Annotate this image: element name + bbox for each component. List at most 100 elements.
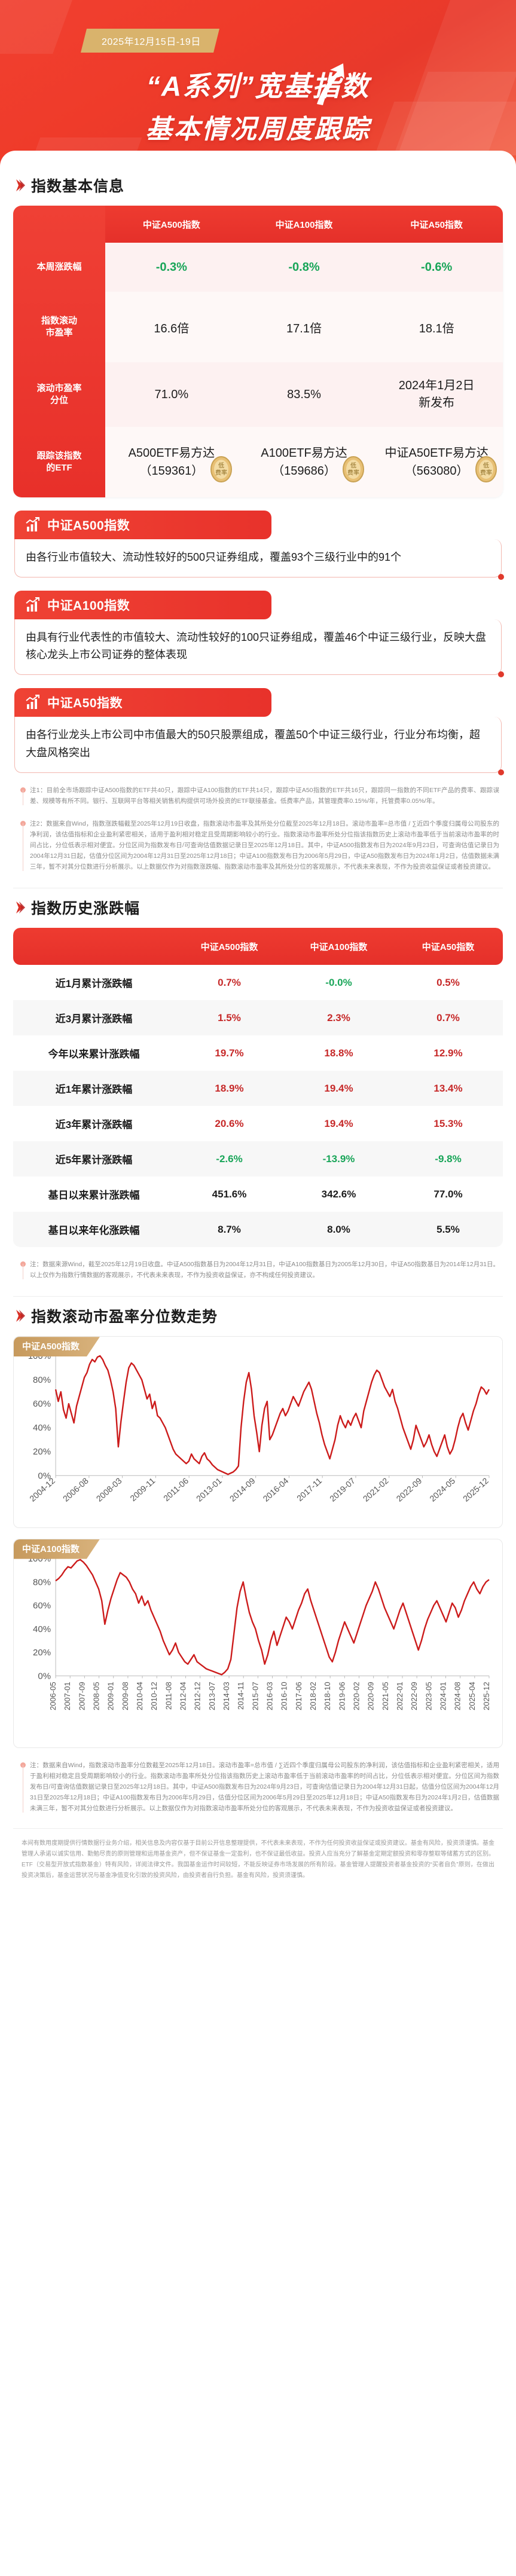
date-range-text: 2025年12月15日-19日: [102, 37, 201, 47]
value-a50: 77.0%: [433, 1188, 463, 1200]
table-row: 今年以来累计涨跌幅 19.7% 18.8% 12.9%: [13, 1035, 503, 1071]
note-basic-2: 注2：数据来自Wind，指数涨跌幅截至2025年12月19日收盘，指数滚动市盈率…: [20, 818, 499, 872]
history-returns-table: 中证A500指数 中证A100指数 中证A50指数 近1月累计涨跌幅 0.7% …: [13, 928, 503, 1248]
page-subtitle: 基本情况周度跟踪: [0, 108, 516, 146]
svg-text:2021-02: 2021-02: [361, 1476, 390, 1504]
etf-a100[interactable]: A100ETF易方达 （159686） 低 费率: [238, 444, 371, 482]
svg-text:2019-07: 2019-07: [328, 1476, 357, 1504]
pe-percentile-a500: 71.0%: [154, 387, 189, 401]
svg-text:2016-03: 2016-03: [265, 1682, 274, 1710]
content-sheet: 指数基本信息 本周涨跌幅 指数滚动 市盈率 滚动市盈率 分位: [0, 151, 516, 1899]
svg-text:2011-08: 2011-08: [164, 1682, 173, 1710]
svg-text:2020-09: 2020-09: [367, 1682, 375, 1710]
svg-text:低: 低: [483, 462, 489, 469]
table-row-etf: A500ETF易方达 （159361） 低 费率 A100ETF易方达 （159…: [105, 427, 503, 497]
svg-text:2017-11: 2017-11: [295, 1476, 323, 1504]
note-pe: 注：数据来自Wind，指数滚动市盈率分位数截至2025年12月18日。滚动市盈率…: [20, 1760, 499, 1814]
svg-text:40%: 40%: [33, 1423, 51, 1433]
weekly-change-a50: -0.6%: [421, 260, 453, 274]
table-header-row: 中证A500指数 中证A100指数 中证A50指数: [105, 206, 503, 243]
svg-text:2019-06: 2019-06: [337, 1682, 346, 1710]
index-card-desc: 由具有行业代表性的市值较大、流动性较好的100只证券组成，覆盖46个中证三级行业…: [14, 619, 504, 678]
table-row: 基日以来年化涨跌幅 8.7% 8.0% 5.5%: [13, 1212, 503, 1248]
chevron-right-icon: [16, 902, 25, 914]
column-header-a100: 中证A100指数: [275, 219, 333, 230]
section-header-basic-info: 指数基本信息: [16, 175, 503, 196]
svg-text:2007-01: 2007-01: [63, 1682, 72, 1710]
chevron-right-icon: [16, 1310, 25, 1322]
value-a50: 5.5%: [436, 1223, 460, 1235]
row-label-weekly-change: 本周涨跌幅: [36, 261, 82, 272]
svg-text:2022-01: 2022-01: [395, 1682, 404, 1710]
svg-text:2025-12: 2025-12: [461, 1476, 490, 1504]
svg-text:20%: 20%: [33, 1447, 51, 1457]
svg-text:2010-12: 2010-12: [149, 1682, 158, 1710]
svg-text:2024-08: 2024-08: [453, 1682, 462, 1710]
pe-percentile-a50: 2024年1月2日 新发布: [398, 379, 475, 410]
chart-growth-icon: [26, 597, 39, 612]
svg-text:2014-11: 2014-11: [236, 1682, 245, 1710]
row-label-tracking-etf: 跟踪该指数 的ETF: [36, 450, 82, 473]
value-a500: 0.7%: [218, 976, 241, 988]
svg-text:80%: 80%: [33, 1577, 51, 1587]
column-header-a500: 中证A500指数: [200, 942, 258, 952]
svg-text:2013-01: 2013-01: [194, 1476, 224, 1504]
table-row: 近1年累计涨跌幅 18.9% 19.4% 13.4%: [13, 1071, 503, 1107]
svg-text:2008-03: 2008-03: [94, 1476, 124, 1504]
svg-text:2014-09: 2014-09: [228, 1476, 257, 1504]
index-card-header: 中证A100指数: [14, 591, 271, 620]
column-header-a50: 中证A50指数: [422, 942, 475, 952]
chart-card-a500: 中证A500指数 0%20%40%60%80%100%2004-122006-0…: [13, 1336, 503, 1528]
weekly-change-a500: -0.3%: [155, 260, 187, 274]
value-a500: 451.6%: [212, 1188, 247, 1200]
pe-percentile-line-chart-a500: 0%20%40%60%80%100%2004-122006-082008-032…: [28, 1351, 490, 1504]
svg-text:2025-12: 2025-12: [482, 1682, 491, 1710]
value-a100: 19.4%: [324, 1082, 353, 1094]
column-header-a50: 中证A50指数: [410, 219, 463, 230]
pe-ratio-a500: 16.6倍: [154, 322, 190, 335]
chart-card-a100: 中证A100指数 0%20%40%60%80%100%2006-052007-0…: [13, 1538, 503, 1748]
row-label-pe-ratio: 指数滚动 市盈率: [41, 315, 77, 338]
arrow-up-icon: [317, 63, 344, 105]
svg-text:2006-05: 2006-05: [48, 1682, 57, 1710]
value-a100: 8.0%: [327, 1223, 350, 1235]
section-title: 指数基本信息: [31, 178, 125, 195]
etf-a500[interactable]: A500ETF易方达 （159361） 低 费率: [105, 444, 238, 482]
infographic-page: 2025年12月15日-19日 “A系列”宽基指数 基本情况周度跟踪 指数基本信…: [0, 0, 516, 1899]
low-fee-seal-icon: 低 费率: [343, 456, 365, 482]
row-label-pe-percentile: 滚动市盈率 分位: [36, 383, 82, 405]
svg-text:2015-07: 2015-07: [251, 1682, 259, 1710]
svg-text:低: 低: [218, 462, 224, 469]
value-a50: 0.5%: [436, 976, 460, 988]
column-header-a100: 中证A100指数: [310, 942, 368, 952]
svg-text:2008-05: 2008-05: [92, 1682, 101, 1710]
note-text: 注2：数据来自Wind，指数涨跌幅截至2025年12月19日收盘，指数滚动市盈率…: [30, 820, 499, 871]
section-header-history: 指数历史涨跌幅: [16, 897, 503, 918]
weekly-change-a100: -0.8%: [288, 260, 320, 274]
row-label: 近5年累计涨跌幅: [55, 1154, 133, 1166]
svg-text:0%: 0%: [38, 1471, 51, 1481]
row-label: 近3年累计涨跌幅: [55, 1119, 133, 1131]
svg-text:2009-08: 2009-08: [121, 1682, 130, 1710]
index-card-header: 中证A500指数: [14, 511, 271, 539]
note-basic-1: 注1：目前全市场跟踪中证A500指数的ETF共40只，跟踪中证A100指数的ET…: [20, 785, 499, 806]
low-fee-seal-icon: 低 费率: [210, 456, 232, 482]
value-a100: -13.9%: [322, 1153, 355, 1165]
value-a100: 342.6%: [321, 1188, 356, 1200]
index-card-header: 中证A50指数: [14, 688, 271, 717]
etf-a50[interactable]: 中证A50ETF易方达 （563080） 低 费率: [370, 444, 503, 482]
value-a500: -2.6%: [216, 1153, 243, 1165]
hero-banner: 2025年12月15日-19日 “A系列”宽基指数 基本情况周度跟踪: [0, 0, 516, 179]
value-a100: -0.0%: [325, 976, 352, 988]
index-card-title: 中证A500指数: [47, 519, 130, 533]
note-text: 注1：目前全市场跟踪中证A500指数的ETF共40只，跟踪中证A100指数的ET…: [30, 786, 499, 805]
svg-text:2023-05: 2023-05: [424, 1682, 433, 1710]
svg-text:2024-01: 2024-01: [438, 1682, 447, 1710]
chart-title-a100: 中证A100指数: [14, 1539, 100, 1559]
table-row: 71.0% 83.5% 2024年1月2日 新发布: [105, 362, 503, 427]
section-header-pe-percentile: 指数滚动市盈率分位数走势: [16, 1305, 503, 1327]
index-card-a50: 中证A50指数 由各行业龙头上市公司中市值最大的50只股票组成，覆盖50个中证三…: [14, 688, 504, 776]
divider: [13, 1296, 503, 1297]
svg-text:2018-02: 2018-02: [309, 1682, 317, 1710]
chart-title-a500: 中证A500指数: [14, 1337, 100, 1356]
